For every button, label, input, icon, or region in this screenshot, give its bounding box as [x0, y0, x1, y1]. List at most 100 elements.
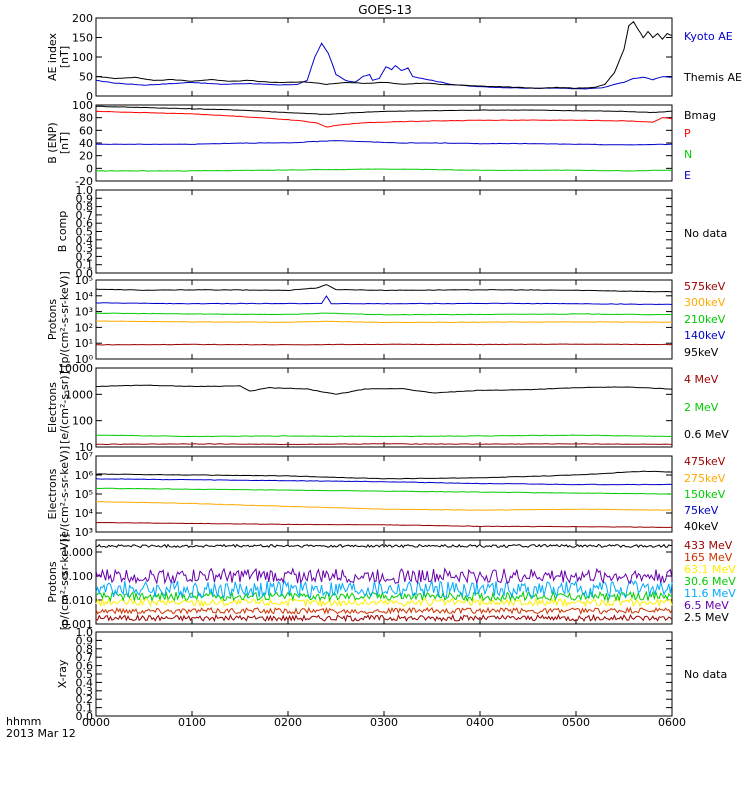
protons_mev-legend-6: 2.5 MeV	[684, 611, 729, 624]
xray-ytick-label: 0.1	[76, 702, 94, 715]
protons_hi-series-4	[95, 284, 673, 293]
electrons_mev-series-2	[96, 384, 673, 395]
ae-legend-1: Themis AE	[683, 71, 742, 84]
protons_mev-legend-2: 63.1 MeV	[684, 563, 736, 576]
electrons_mev-ylabel-1: [e/(cm²-s-sr)]	[58, 371, 71, 444]
electrons_mev-ytick-label: 10	[79, 441, 93, 454]
bcomp-ytick-label: 0.1	[76, 259, 94, 272]
protons_mev-series-4	[95, 579, 673, 600]
electrons_kev-ytick-label: 10⁶	[75, 469, 94, 482]
protons_hi-legend-1: 300keV	[684, 296, 726, 309]
electrons_kev-frame	[95, 455, 673, 533]
bfield-ytick-label: 100	[72, 99, 93, 112]
electrons_mev-ytick-label: 10000	[58, 362, 93, 375]
electrons_mev-legend-2: 0.6 MeV	[684, 428, 729, 441]
protons_hi-ytick-label: 10³	[75, 306, 93, 319]
protons_mev-series-2	[95, 597, 673, 608]
ae-ylabel-0: AE index	[46, 32, 59, 81]
protons_hi-ytick-label: 10⁰	[75, 353, 94, 366]
xray-ytick-label: 0.3	[76, 685, 94, 698]
protons_mev-ytick-label: 0.010	[62, 594, 94, 607]
protons_hi-ytick-label: 10²	[75, 321, 93, 334]
bfield-ytick-label: 40	[79, 137, 93, 150]
ae-series-1	[96, 21, 673, 89]
bcomp-ytick-label: 0.6	[76, 217, 94, 230]
electrons_kev-ytick-label: 10⁵	[75, 488, 93, 501]
protons_hi-legend-4: 95keV	[684, 346, 719, 359]
electrons_mev-legend-0: 4 MeV	[684, 373, 719, 386]
bfield-legend-3: E	[684, 169, 691, 182]
electrons_kev-series-3	[95, 478, 673, 486]
ae-ylabel-1: [nT]	[58, 46, 71, 68]
xray-ytick-label: 0.7	[76, 651, 94, 664]
bcomp-ytick-label: 0.5	[76, 226, 94, 239]
protons_hi-series-1	[95, 320, 673, 324]
panel-xray: 0.00.10.20.30.40.50.60.70.80.91.0 X-ray No…	[56, 626, 727, 723]
xray-ytick-label: 0.5	[76, 668, 94, 681]
xray-ytick-label: 0.4	[76, 676, 94, 689]
protons_hi-legend-3: 140keV	[684, 329, 726, 342]
time-tick-label: 0400	[466, 716, 494, 729]
protons_hi-ylabel-1: [p/(cm²-s-sr-keV)]	[58, 271, 71, 368]
bcomp-ytick-label: 0.3	[76, 242, 94, 255]
time-tick-label: 0300	[370, 716, 398, 729]
protons_mev-legend-1: 165 MeV	[684, 551, 733, 564]
electrons_kev-ylabel-0: Electrons	[46, 468, 59, 519]
bcomp-ytick-label: 0.8	[76, 201, 94, 214]
date-label: 2013 Mar 12	[6, 727, 76, 740]
protons_hi-series-3	[95, 295, 673, 306]
electrons_kev-ytick-label: 10³	[75, 526, 93, 539]
electrons_kev-legend-1: 275keV	[684, 472, 726, 485]
hhmm-label: hhmm	[6, 715, 41, 728]
electrons_kev-series-0	[95, 521, 673, 528]
protons_mev-series-3	[95, 590, 673, 603]
protons_hi-legend-0: 575keV	[684, 280, 726, 293]
electrons_kev-series-1	[96, 500, 673, 511]
bfield-ytick-label: 0	[86, 162, 93, 175]
protons_mev-ytick-label: 0.001	[62, 618, 94, 631]
time-tick-label: 0500	[562, 716, 590, 729]
electrons_kev-legend-3: 75keV	[684, 504, 719, 517]
protons_hi-ytick-label: 10⁵	[75, 274, 93, 287]
electrons_kev-ytick-label: 10⁴	[75, 507, 94, 520]
bfield-ytick-label: 20	[79, 150, 93, 163]
protons_hi-frame	[95, 279, 673, 360]
ae-ytick-label: 150	[72, 32, 93, 45]
plot-title: GOES-13	[358, 3, 412, 17]
panel-electrons_kev: 10³ 10⁴ 10⁵ 10⁶ 10⁷ Electrons [e/(cm²-s-sr-keV…	[46, 446, 726, 542]
time-tick-label: 0000	[82, 716, 110, 729]
protons_mev-ylabel-0: Protons	[46, 561, 59, 602]
protons_mev-series-1	[95, 606, 673, 616]
bcomp-frame	[95, 189, 673, 274]
bcomp-nodata: No data	[684, 227, 727, 240]
xray-nodata: No data	[684, 668, 727, 681]
ae-ytick-label: 100	[72, 51, 93, 64]
bfield-series-1	[95, 110, 673, 128]
bfield-legend-0: Bmag	[684, 109, 716, 122]
bfield-ytick-label: 60	[79, 124, 93, 137]
electrons_mev-legend-1: 2 MeV	[684, 401, 719, 414]
xray-ytick-label: 0.2	[76, 693, 94, 706]
bfield-series-0	[95, 105, 672, 115]
xray-ytick-label: 1.0	[76, 626, 94, 639]
bcomp-ytick-label: 1.0	[76, 184, 94, 197]
bfield-legend-2: N	[684, 148, 692, 161]
protons_mev-series-6	[95, 543, 673, 549]
bcomp-ytick-label: 0.2	[76, 250, 94, 263]
bfield-ylabel-0: B (ENP)	[46, 122, 59, 163]
bfield-series-2	[95, 168, 673, 172]
bfield-series-3	[95, 140, 673, 146]
electrons_kev-ytick-label: 10⁷	[75, 450, 93, 463]
electrons_mev-ytick-label: 1000	[65, 388, 93, 401]
protons_hi-series-2	[96, 312, 673, 316]
protons_hi-series-0	[96, 343, 673, 346]
protons_mev-series-0	[95, 613, 673, 623]
bcomp-ylabel-0: B comp	[56, 211, 69, 253]
electrons_kev-ylabel-1: [e/(cm²-s-sr-keV)]	[58, 446, 71, 542]
protons_hi-legend-2: 210keV	[684, 313, 726, 326]
panel-protons_hi: 10⁰ 10¹ 10² 10³ 10⁴ 10⁵ Protons [p/(cm²-s-sr-ke…	[46, 271, 726, 368]
xray-ytick-label: 0.6	[76, 660, 94, 673]
